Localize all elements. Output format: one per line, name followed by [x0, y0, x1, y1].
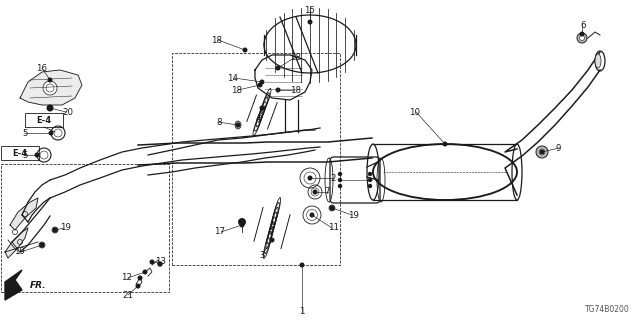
Text: E-4: E-4 [12, 148, 28, 157]
Ellipse shape [235, 121, 241, 129]
Circle shape [49, 131, 53, 135]
Circle shape [52, 227, 58, 233]
Circle shape [313, 190, 317, 194]
Circle shape [136, 284, 140, 288]
Polygon shape [5, 228, 28, 258]
Text: 11: 11 [328, 223, 339, 233]
Circle shape [47, 105, 53, 111]
Text: 18: 18 [290, 53, 301, 62]
Circle shape [540, 150, 544, 154]
Circle shape [48, 78, 52, 82]
Text: 21: 21 [122, 291, 134, 300]
Circle shape [40, 243, 44, 247]
Circle shape [580, 32, 584, 36]
Circle shape [238, 218, 246, 226]
Ellipse shape [539, 149, 545, 155]
Text: 20: 20 [62, 108, 73, 116]
Ellipse shape [536, 146, 548, 158]
Text: 13: 13 [155, 258, 166, 267]
Ellipse shape [579, 36, 584, 41]
Circle shape [300, 263, 304, 267]
Text: 9: 9 [555, 143, 561, 153]
Ellipse shape [577, 33, 587, 43]
Text: TG74B0200: TG74B0200 [585, 305, 630, 314]
Circle shape [308, 176, 312, 180]
Ellipse shape [595, 54, 601, 68]
Circle shape [54, 228, 56, 231]
Text: 15: 15 [305, 5, 316, 14]
Text: 8: 8 [216, 117, 222, 126]
Text: 19: 19 [348, 211, 359, 220]
Polygon shape [10, 198, 38, 230]
Text: 5: 5 [22, 129, 28, 138]
Circle shape [236, 123, 240, 127]
Circle shape [369, 179, 371, 181]
Text: 14: 14 [227, 74, 238, 83]
Circle shape [331, 207, 333, 209]
Circle shape [308, 20, 312, 24]
Circle shape [310, 213, 314, 217]
Circle shape [339, 185, 342, 188]
Circle shape [150, 260, 154, 264]
Circle shape [339, 179, 342, 181]
Circle shape [35, 153, 39, 157]
Circle shape [260, 80, 264, 84]
Circle shape [43, 81, 57, 95]
Text: 6: 6 [580, 20, 586, 29]
Text: 18: 18 [290, 85, 301, 94]
Circle shape [276, 88, 280, 92]
Text: 2: 2 [330, 173, 335, 182]
Text: 5: 5 [22, 150, 28, 159]
Polygon shape [5, 270, 22, 300]
Circle shape [329, 205, 335, 211]
Circle shape [339, 172, 342, 175]
Circle shape [158, 262, 162, 266]
Circle shape [143, 270, 147, 274]
Text: 18: 18 [211, 36, 222, 44]
Circle shape [369, 172, 371, 175]
Circle shape [138, 276, 142, 280]
Circle shape [270, 238, 274, 242]
Circle shape [276, 66, 280, 70]
Polygon shape [20, 70, 82, 105]
Circle shape [258, 83, 262, 87]
Text: 7: 7 [324, 188, 330, 196]
Circle shape [260, 106, 264, 110]
Text: 18: 18 [231, 85, 242, 94]
Text: 3: 3 [259, 251, 265, 260]
Circle shape [39, 242, 45, 248]
Circle shape [369, 185, 371, 188]
Text: 19: 19 [60, 223, 71, 233]
Circle shape [243, 48, 247, 52]
Text: 19: 19 [14, 247, 25, 257]
Circle shape [48, 106, 52, 110]
Text: FR.: FR. [30, 281, 47, 290]
Circle shape [240, 223, 244, 227]
Circle shape [40, 244, 44, 246]
Text: E-4: E-4 [36, 116, 52, 124]
Circle shape [444, 142, 447, 146]
Text: 17: 17 [214, 228, 225, 236]
Text: 10: 10 [409, 108, 420, 116]
Circle shape [330, 206, 334, 210]
Text: 16: 16 [36, 63, 47, 73]
Text: 1: 1 [300, 308, 305, 316]
Text: 12: 12 [121, 274, 132, 283]
Text: 4: 4 [255, 114, 260, 123]
Circle shape [53, 228, 57, 232]
